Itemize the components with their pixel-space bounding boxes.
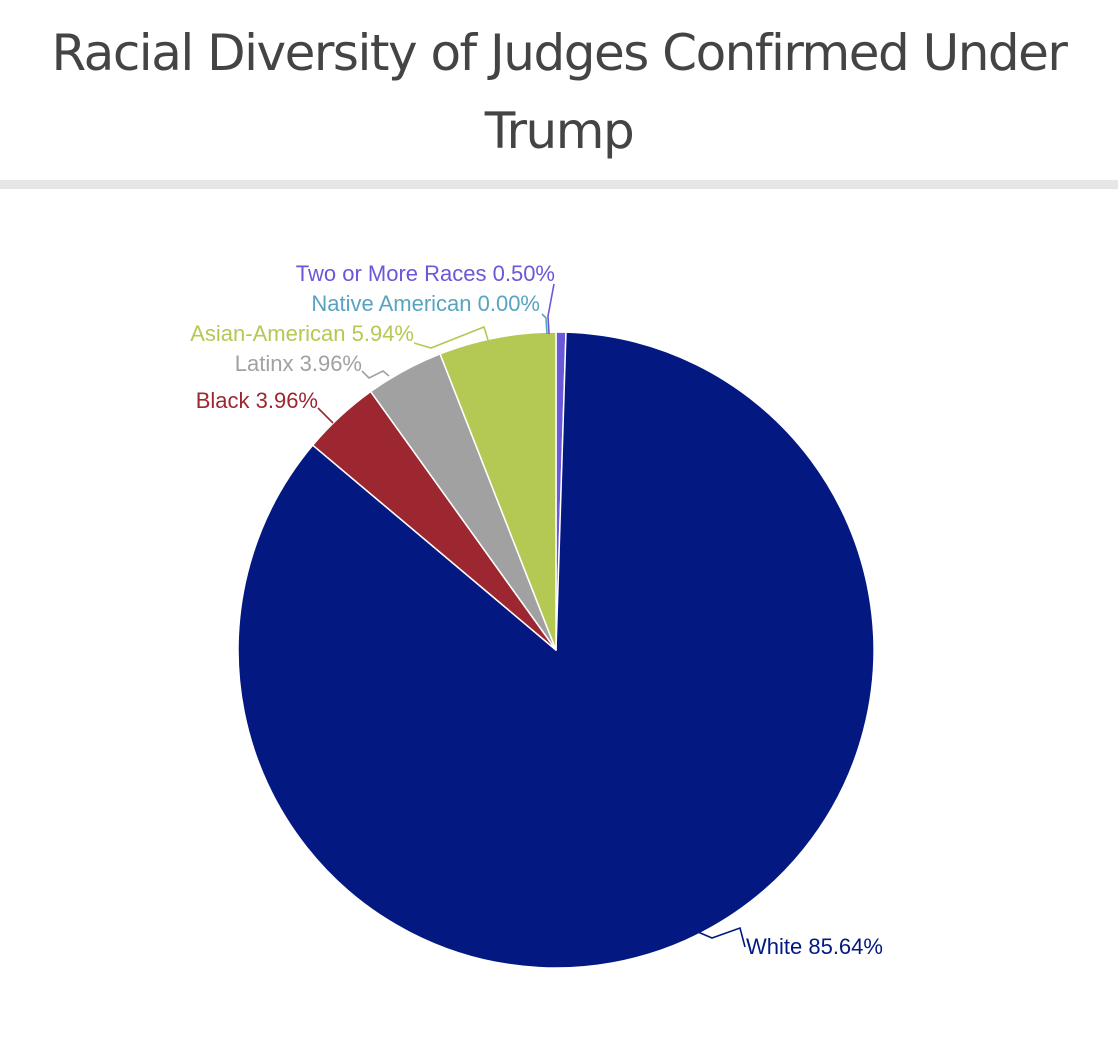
leader-line-latinx xyxy=(361,370,390,379)
slice-label-black: Black 3.96% xyxy=(196,388,318,413)
slice-labels: Two or More Races 0.50% Native American 0… xyxy=(190,261,883,959)
chart-title: Racial Diversity of Judges Confirmed Und… xyxy=(51,24,1068,160)
slice-label-native-american: Native American 0.00% xyxy=(311,291,540,316)
leader-line-white xyxy=(697,926,746,948)
slice-label-white: White 85.64% xyxy=(746,934,883,959)
leader-line-two-or-more-races xyxy=(547,283,555,335)
leader-line-native-american xyxy=(541,313,548,335)
pie-slices xyxy=(237,331,875,969)
title-divider xyxy=(0,180,1118,189)
slice-label-asian-american: Asian-American 5.94% xyxy=(190,321,414,346)
pie-slice-asian-american xyxy=(439,331,557,651)
leader-line-black xyxy=(317,407,334,424)
label-leader-lines xyxy=(317,283,746,948)
leader-line-asian-american xyxy=(413,325,489,349)
slice-label-two-or-more-races: Two or More Races 0.50% xyxy=(296,261,555,286)
slice-label-latinx: Latinx 3.96% xyxy=(235,351,362,376)
